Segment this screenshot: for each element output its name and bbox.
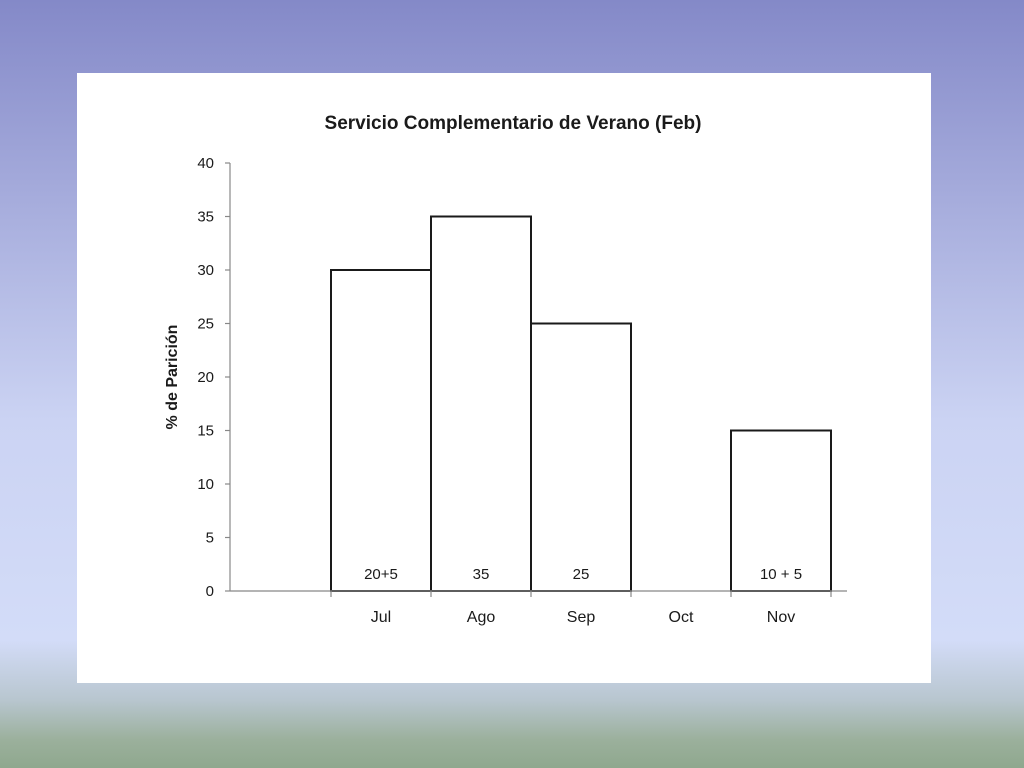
x-axis: Jul Ago Sep Oct Nov bbox=[230, 590, 847, 626]
y-tick-label: 10 bbox=[197, 476, 214, 493]
y-tick-label: 15 bbox=[197, 423, 214, 440]
bar-ago bbox=[430, 215, 532, 592]
y-tick-label: 30 bbox=[197, 262, 214, 279]
x-tick-label: Ago bbox=[467, 609, 496, 626]
bars: 20+5 35 25 10 + 5 bbox=[330, 215, 832, 592]
bar-data-label: 35 bbox=[473, 566, 490, 583]
y-axis-label: % de Parición bbox=[164, 325, 181, 430]
bar-data-label: 20+5 bbox=[364, 566, 398, 583]
slide-panel: Servicio Complementario de Verano (Feb) … bbox=[77, 73, 931, 683]
y-tick-label: 0 bbox=[206, 583, 214, 600]
y-tick-label: 5 bbox=[206, 530, 214, 547]
bar-data-label: 10 + 5 bbox=[760, 566, 802, 583]
bar-nov bbox=[730, 429, 832, 592]
bar-chart: Servicio Complementario de Verano (Feb) … bbox=[164, 113, 847, 626]
x-tick-label: Sep bbox=[567, 609, 596, 626]
x-tick-label: Jul bbox=[371, 609, 391, 626]
y-tick-label: 40 bbox=[197, 155, 214, 172]
chart-title: Servicio Complementario de Verano (Feb) bbox=[325, 113, 702, 134]
x-tick-label: Oct bbox=[669, 609, 694, 626]
y-axis: 0 5 10 15 20 25 30 35 40 bbox=[197, 155, 231, 600]
x-tick-label: Nov bbox=[767, 609, 795, 626]
y-tick-label: 35 bbox=[197, 209, 214, 226]
bar-jul bbox=[330, 269, 432, 592]
y-tick-label: 25 bbox=[197, 316, 214, 333]
bar-sep bbox=[530, 322, 632, 592]
y-tick-label: 20 bbox=[197, 369, 214, 386]
bar-data-label: 25 bbox=[573, 566, 590, 583]
